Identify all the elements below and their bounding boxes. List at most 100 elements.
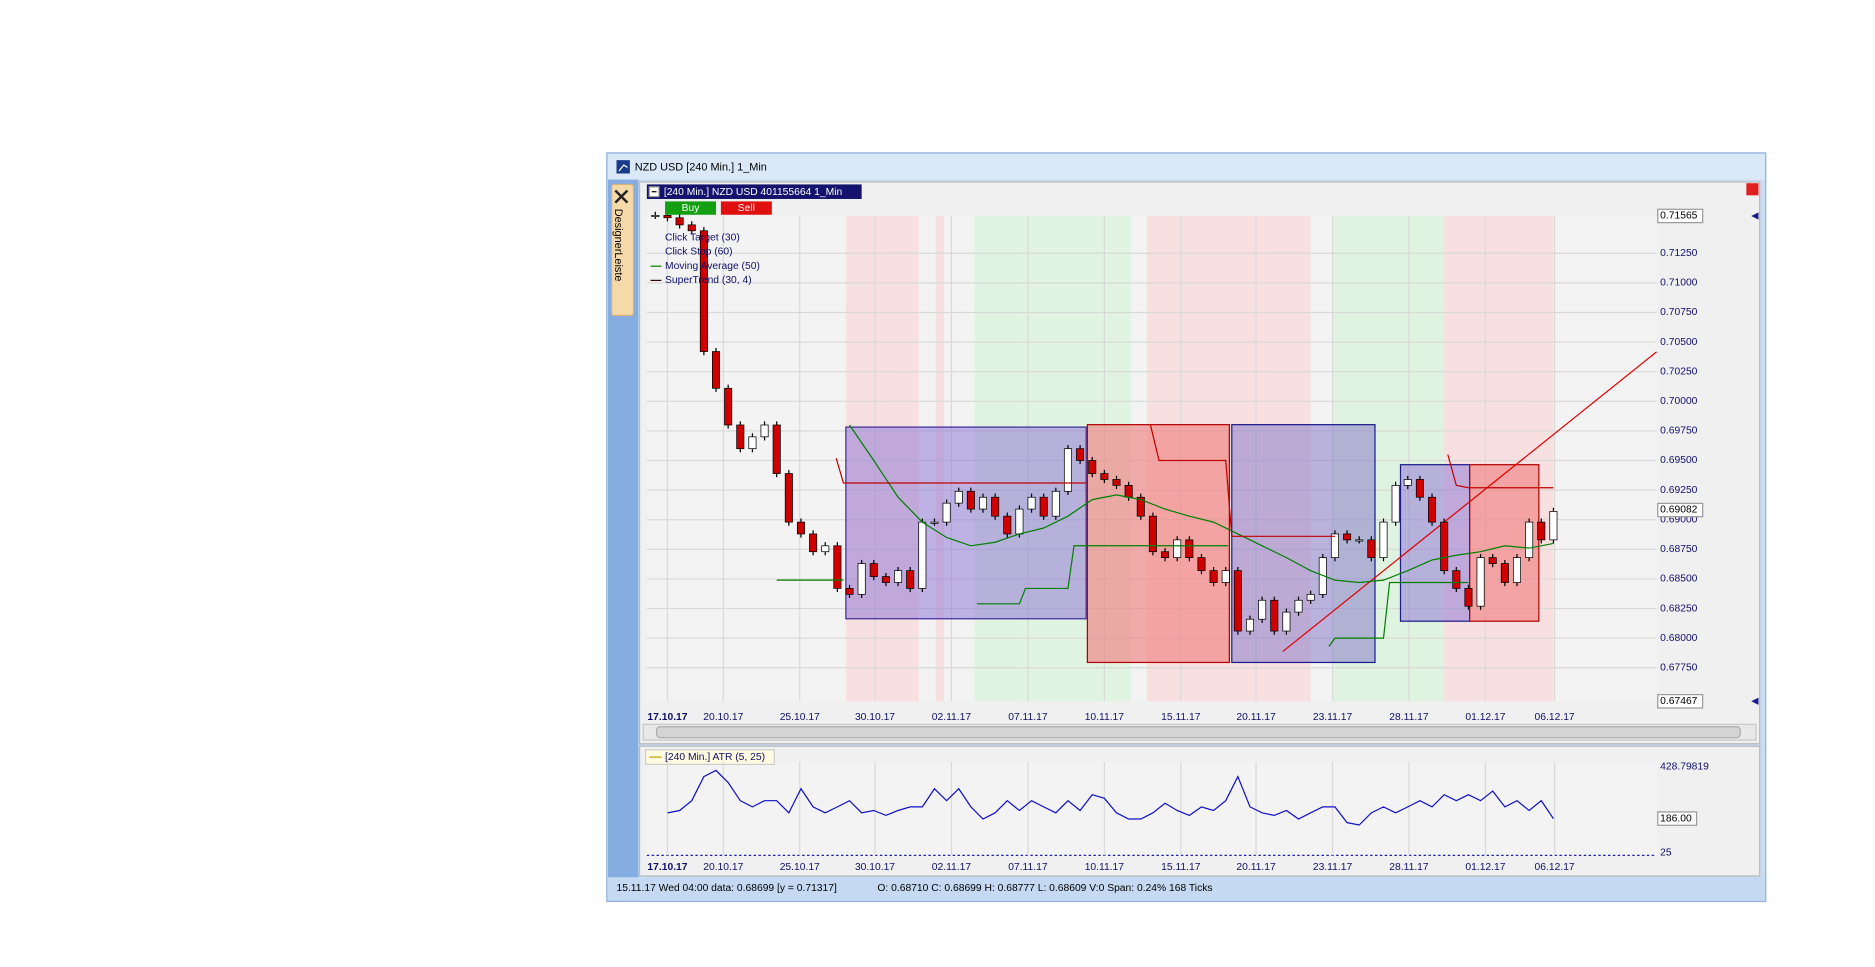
candle	[796, 521, 805, 535]
candle	[1112, 479, 1121, 486]
indicator-line	[835, 457, 1087, 484]
price-marks: 0.67750 0.68000 0.68250 0.68500 0.68750 0.690…	[647, 208, 1759, 723]
legend-label: Moving Average (50)	[665, 261, 760, 272]
y-tick-label: 0.69250	[1660, 485, 1697, 496]
x-tick-label: 28.11.17	[1389, 862, 1429, 873]
y-tick-label: 0.69000	[1660, 514, 1697, 525]
sidebar-tab[interactable]	[611, 183, 635, 317]
candle	[942, 502, 951, 523]
price-marker: 0.67467	[1660, 696, 1697, 707]
panel-header: [240 Min.] NZD USD 401155664 1_Min	[664, 187, 843, 198]
x-tick-label: 02.11.17	[932, 862, 972, 873]
candle	[918, 521, 927, 589]
trade-boxes	[845, 351, 1657, 664]
value-marker-box	[1657, 811, 1698, 826]
buy-button[interactable]	[665, 201, 717, 215]
y-tick-label: 0.70500	[1660, 337, 1697, 348]
buy-button-label[interactable]: Buy	[682, 203, 701, 214]
candle	[954, 490, 963, 504]
x-tick-label: 25.10.17	[780, 712, 820, 723]
candle	[1343, 533, 1352, 541]
candle	[1294, 599, 1303, 613]
candle	[991, 496, 1000, 517]
candle	[1476, 557, 1485, 607]
candle	[833, 545, 842, 589]
sell-button-label[interactable]: Sell	[738, 203, 755, 214]
trade-box	[1399, 464, 1471, 622]
x-tick-label: 06.12.17	[1535, 862, 1575, 873]
candle	[1173, 539, 1182, 558]
scrollbar-thumb[interactable]	[655, 726, 1741, 739]
x-tick-label: 10.11.17	[1085, 862, 1125, 873]
trend-line	[1282, 351, 1657, 653]
atr-plot-area	[646, 761, 1657, 857]
indicator-line	[849, 424, 1554, 584]
candle	[1306, 593, 1315, 601]
candle	[1282, 611, 1291, 632]
atr-marks: 17.10.17 20.10.17 25.10.17 30.10.17 02.11.17…	[647, 762, 1709, 874]
trade-box	[1231, 424, 1376, 664]
candle	[1537, 521, 1546, 541]
candle	[784, 473, 793, 523]
price-marker-box	[1657, 502, 1704, 518]
candle	[736, 424, 745, 450]
candle	[772, 424, 781, 474]
candle	[1391, 485, 1400, 523]
x-tick-label: 30.10.17	[855, 712, 895, 723]
trade-box	[1086, 424, 1230, 664]
sidebar-tab-label[interactable]: DesignerLeiste	[612, 209, 624, 282]
price-marker: 0.69082	[1660, 505, 1697, 516]
y-tick-label: 0.70750	[1660, 307, 1697, 318]
candle	[1197, 557, 1206, 572]
short-zone	[1444, 215, 1554, 702]
x-tick-label: 25.10.17	[780, 862, 820, 873]
candle	[1440, 521, 1449, 572]
candle	[651, 215, 660, 217]
x-tick-label: 15.11.17	[1161, 712, 1201, 723]
atr-header-bg	[645, 749, 775, 765]
status-bar	[608, 877, 1765, 901]
candle	[1488, 557, 1497, 564]
x-tick-label: 17.10.17	[647, 712, 687, 723]
title-bar	[608, 154, 1765, 180]
candle	[1003, 515, 1012, 535]
y-tick-label: 0.71000	[1660, 278, 1697, 289]
y-tick-label: 0.69750	[1660, 426, 1697, 437]
y-tick-label: 0.70250	[1660, 366, 1697, 377]
candle	[1367, 539, 1376, 558]
atr-line	[667, 769, 1554, 826]
candle	[1330, 533, 1339, 558]
candle	[1051, 490, 1060, 517]
status-ohlc: O: 0.68710 C: 0.68699 H: 0.68777 L: 0.68…	[877, 883, 1212, 894]
candle	[979, 496, 988, 510]
candle	[1027, 496, 1036, 510]
candle	[1185, 539, 1194, 558]
window-icon	[616, 160, 630, 174]
close-panel-icon[interactable]	[1746, 183, 1759, 196]
x-tick-label: 30.10.17	[855, 862, 895, 873]
candle	[1428, 496, 1437, 523]
candle	[712, 351, 721, 389]
candle	[1549, 511, 1558, 541]
x-tick-label: 01.12.17	[1465, 862, 1505, 873]
candle	[748, 436, 757, 450]
x-tick-label: 10.11.17	[1085, 712, 1125, 723]
candle	[1221, 570, 1230, 583]
candle	[1039, 496, 1048, 517]
candle	[857, 563, 866, 595]
window-icon-glyph	[618, 164, 628, 172]
window-title: NZD USD [240 Min.] 1_Min	[635, 161, 767, 173]
sell-button[interactable]	[720, 201, 772, 215]
candle	[1063, 448, 1072, 492]
legend-label: Click Stop (60)	[665, 247, 733, 258]
candle	[1100, 473, 1109, 480]
trade-box	[845, 426, 1087, 620]
candle	[1403, 479, 1412, 486]
candle	[1452, 570, 1461, 589]
y-tick-label: 0.70000	[1660, 396, 1697, 407]
candle	[1258, 599, 1267, 620]
candle	[1355, 539, 1364, 542]
y-tick-label: 0.68250	[1660, 603, 1697, 614]
